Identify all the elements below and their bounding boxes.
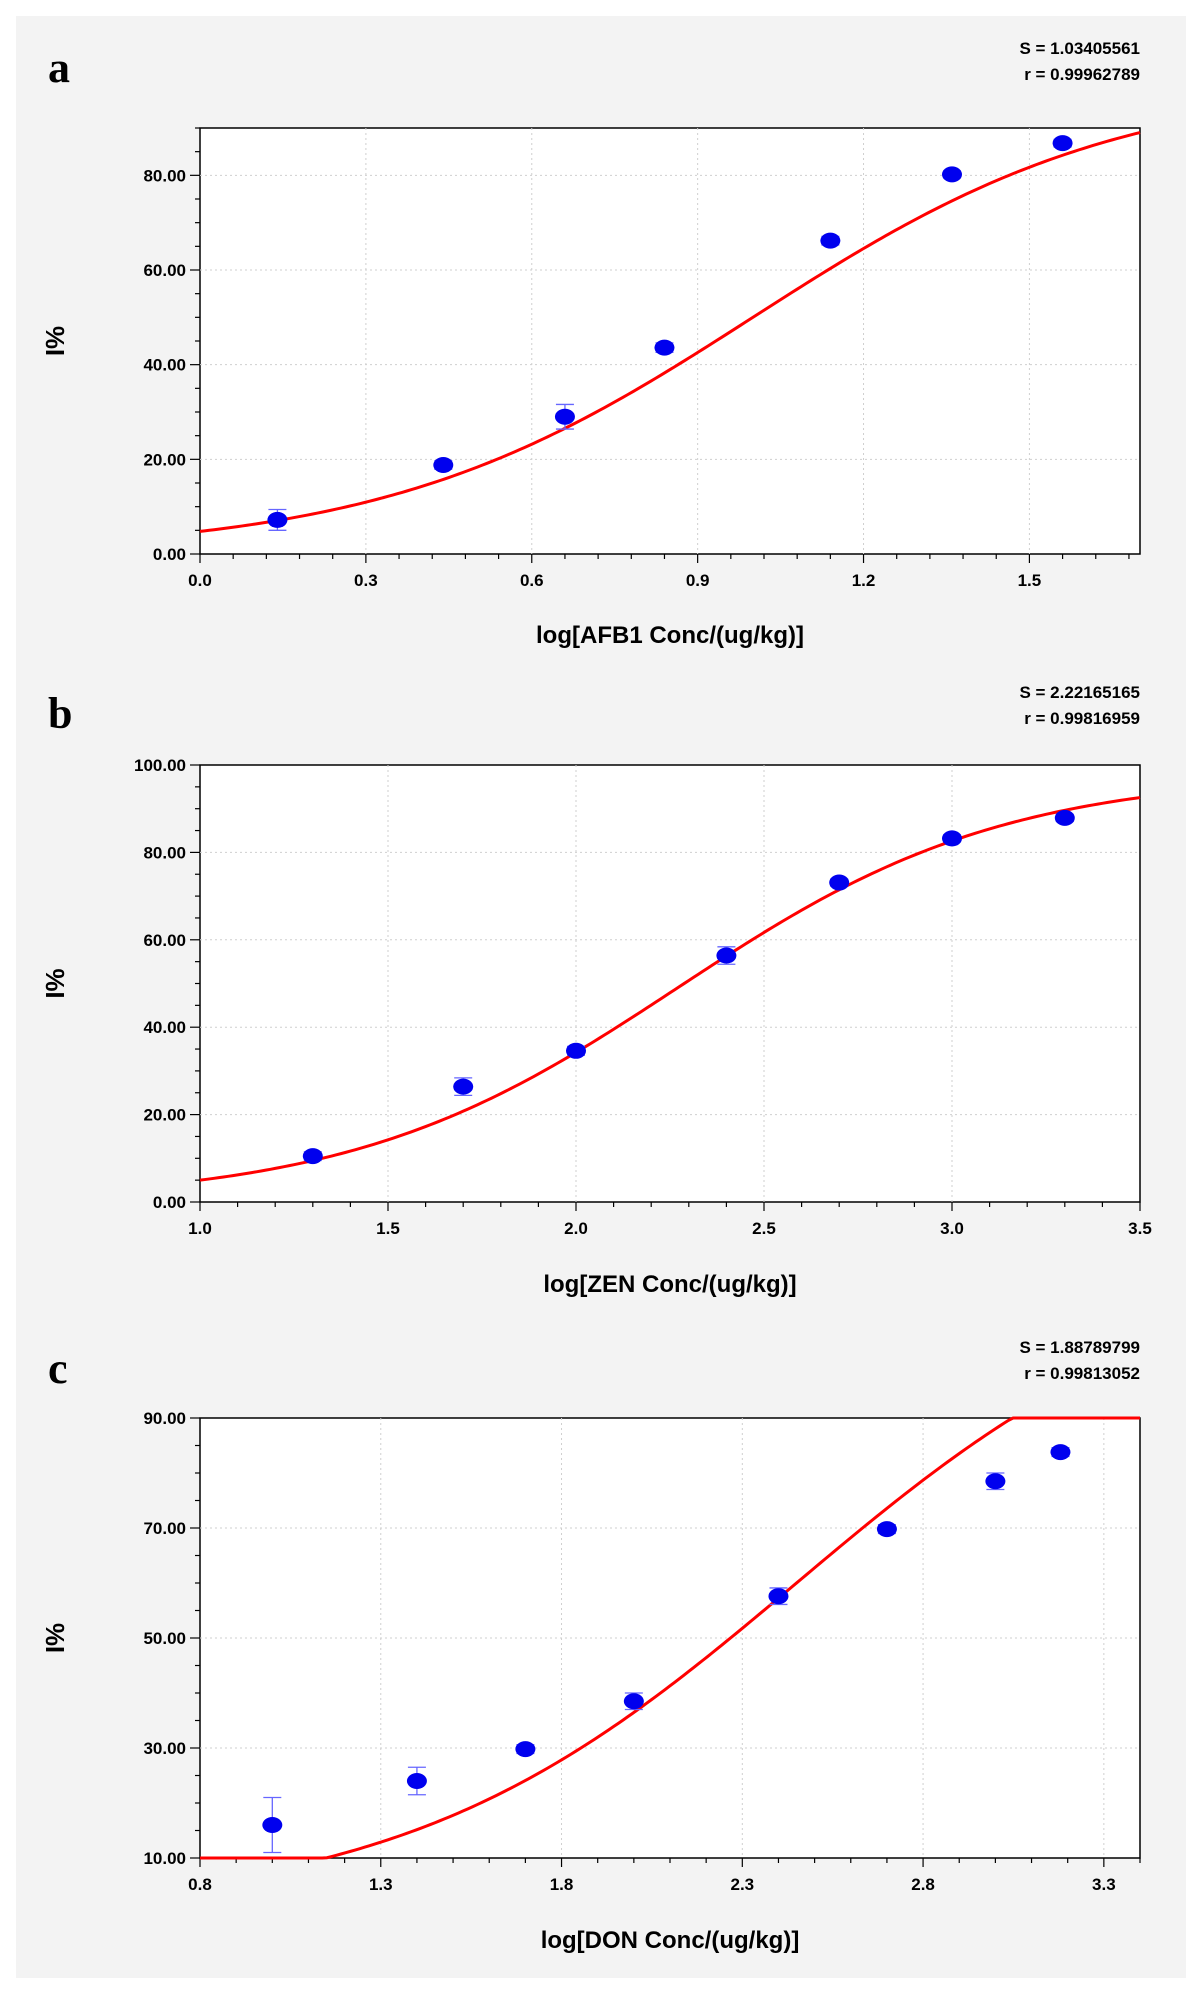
data-point — [566, 1042, 586, 1059]
stat-r-value: r = 0.99816959 — [1024, 709, 1140, 728]
y-tick-label: 0.00 — [153, 545, 186, 564]
plot-area — [199, 764, 1141, 1203]
data-point — [554, 408, 575, 425]
x-tick-label: 3.0 — [940, 1219, 964, 1238]
x-tick-label: 3.5 — [1128, 1219, 1152, 1238]
x-tick-label: 0.6 — [520, 571, 544, 590]
data-point — [768, 1588, 789, 1605]
y-axis-label: I% — [40, 968, 70, 998]
y-tick-label: 20.00 — [143, 450, 186, 469]
y-tick-label: 40.00 — [143, 356, 186, 375]
y-tick-label: 50.00 — [143, 1629, 186, 1648]
x-axis-label: log[ZEN Conc/(ug/kg)] — [543, 1271, 796, 1298]
stat-r-value: r = 0.99813052 — [1024, 1364, 1140, 1383]
fit-curve — [200, 1416, 1140, 1860]
x-tick-label: 0.3 — [354, 571, 378, 590]
data-point — [1054, 809, 1075, 826]
x-tick-label: 1.5 — [1018, 571, 1042, 590]
x-tick-label: 0.8 — [188, 1875, 212, 1894]
data-point — [716, 947, 737, 964]
y-tick-label: 10.00 — [143, 1849, 186, 1868]
data-point — [406, 1773, 427, 1789]
panel-label: c — [48, 1344, 68, 1393]
data-point — [262, 1817, 283, 1833]
stat-s-value: S = 1.03405561 — [1019, 39, 1140, 58]
y-tick-label: 80.00 — [143, 843, 186, 862]
x-tick-label: 3.3 — [1092, 1875, 1116, 1894]
stat-s-value: S = 2.22165165 — [1019, 683, 1140, 702]
x-tick-label: 0.9 — [686, 571, 710, 590]
y-tick-label: 80.00 — [143, 166, 186, 185]
y-tick-label: 60.00 — [143, 931, 186, 950]
data-point — [302, 1148, 323, 1165]
data-point — [942, 166, 962, 183]
x-tick-label: 2.0 — [564, 1219, 588, 1238]
x-tick-label: 1.5 — [376, 1219, 400, 1238]
y-axis-label: I% — [40, 1623, 70, 1653]
data-point — [1052, 135, 1073, 152]
y-tick-label: 100.00 — [134, 756, 186, 775]
fit-curve — [199, 796, 1141, 1182]
data-point — [876, 1521, 897, 1538]
data-point — [654, 339, 675, 356]
y-tick-label: 30.00 — [143, 1739, 186, 1758]
y-tick-label: 70.00 — [143, 1519, 186, 1538]
y-tick-label: 40.00 — [143, 1018, 186, 1037]
panel-label: b — [48, 689, 72, 738]
x-tick-label: 2.5 — [752, 1219, 776, 1238]
y-axis-label: I% — [40, 326, 70, 356]
stat-r-value: r = 0.99962789 — [1024, 65, 1140, 84]
x-tick-label: 0.0 — [188, 571, 212, 590]
x-tick-label: 1.3 — [369, 1875, 393, 1894]
data-point — [623, 1693, 644, 1710]
chart-panel-b: 1.0 1.5 2.0 2.5 3.0 3.5 0.00 20.00 40.00 60.00 80.… — [40, 683, 1152, 1298]
chart-panel-c: 0.8 1.3 1.8 2.3 2.8 3.3 10.00 30.00 50.00 70.00 90… — [40, 1338, 1141, 1954]
data-point — [453, 1078, 474, 1095]
data-point — [820, 232, 841, 249]
x-tick-label: 2.3 — [730, 1875, 754, 1894]
y-tick-label: 20.00 — [143, 1106, 186, 1125]
panel-label: a — [48, 43, 70, 92]
data-point — [942, 830, 962, 847]
data-point — [829, 874, 850, 891]
data-point — [515, 1741, 536, 1758]
y-tick-label: 60.00 — [143, 261, 186, 280]
x-axis-label: log[AFB1 Conc/(ug/kg)] — [536, 622, 804, 649]
data-point — [1050, 1444, 1071, 1461]
stat-s-value: S = 1.88789799 — [1019, 1338, 1140, 1357]
y-tick-label: 90.00 — [143, 1409, 186, 1428]
x-tick-label: 1.0 — [188, 1219, 212, 1238]
x-tick-label: 2.8 — [911, 1875, 935, 1894]
data-point — [267, 511, 288, 528]
x-tick-label: 1.2 — [852, 571, 876, 590]
data-point — [433, 457, 454, 474]
x-tick-label: 1.8 — [550, 1875, 574, 1894]
chart-panel-a: 0.0 0.3 0.6 0.9 1.2 1.5 0.00 20.00 40.00 60.00 80.… — [40, 39, 1141, 649]
x-axis-label: log[DON Conc/(ug/kg)] — [541, 1927, 800, 1954]
fit-curve — [199, 131, 1141, 533]
data-point — [985, 1473, 1006, 1490]
y-tick-label: 0.00 — [153, 1193, 186, 1212]
